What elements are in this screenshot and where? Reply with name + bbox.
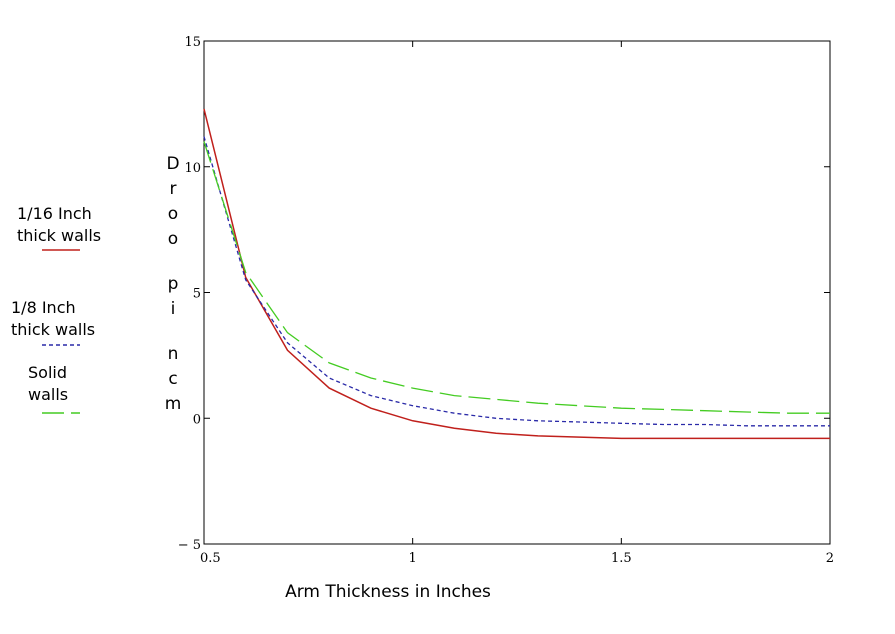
y-axis-label-letter: i xyxy=(171,299,176,319)
x-axis-label: Arm Thickness in Inches xyxy=(285,582,491,602)
x-tick-label: 2 xyxy=(826,551,834,566)
y-axis-label-letter: n xyxy=(168,344,179,364)
y-axis-label-letter: m xyxy=(165,394,182,414)
legend-label: Solid xyxy=(28,363,67,382)
axis-ticks: 0.5 1 1.5 2 15 10 5 0 − 5 xyxy=(178,35,834,566)
legend-label: 1/16 Inch xyxy=(17,204,92,223)
y-tick-label: 5 xyxy=(193,287,201,302)
y-axis-label-letter: r xyxy=(170,179,177,199)
y-axis-label-letter: c xyxy=(168,369,177,389)
x-tick-label: 1 xyxy=(409,551,417,566)
legend: 1/16 Inch thick walls 1/8 Inch thick walls S… xyxy=(11,204,101,414)
legend-label: thick walls xyxy=(17,226,101,245)
plot-frame xyxy=(203,40,831,545)
y-axis-label-letter: o xyxy=(168,204,178,224)
y-tick-label: 10 xyxy=(184,161,201,176)
y-axis-label-letter: p xyxy=(168,274,179,294)
series-line-1 xyxy=(203,108,830,440)
y-tick-label: − 5 xyxy=(178,538,201,553)
legend-label: walls xyxy=(28,385,68,404)
y-tick-label: 15 xyxy=(184,35,201,50)
y-axis-label-letter: D xyxy=(166,154,179,174)
x-tick-label: 1.5 xyxy=(611,551,632,566)
legend-label: 1/8 Inch xyxy=(11,298,76,317)
y-tick-label: 0 xyxy=(193,412,201,427)
legend-label: thick walls xyxy=(11,320,95,339)
series-line-2 xyxy=(203,136,830,427)
series-line-3 xyxy=(203,141,830,414)
x-tick-label: 0.5 xyxy=(200,551,221,566)
y-axis-label-letter: o xyxy=(168,229,178,249)
series-lines xyxy=(203,108,830,440)
